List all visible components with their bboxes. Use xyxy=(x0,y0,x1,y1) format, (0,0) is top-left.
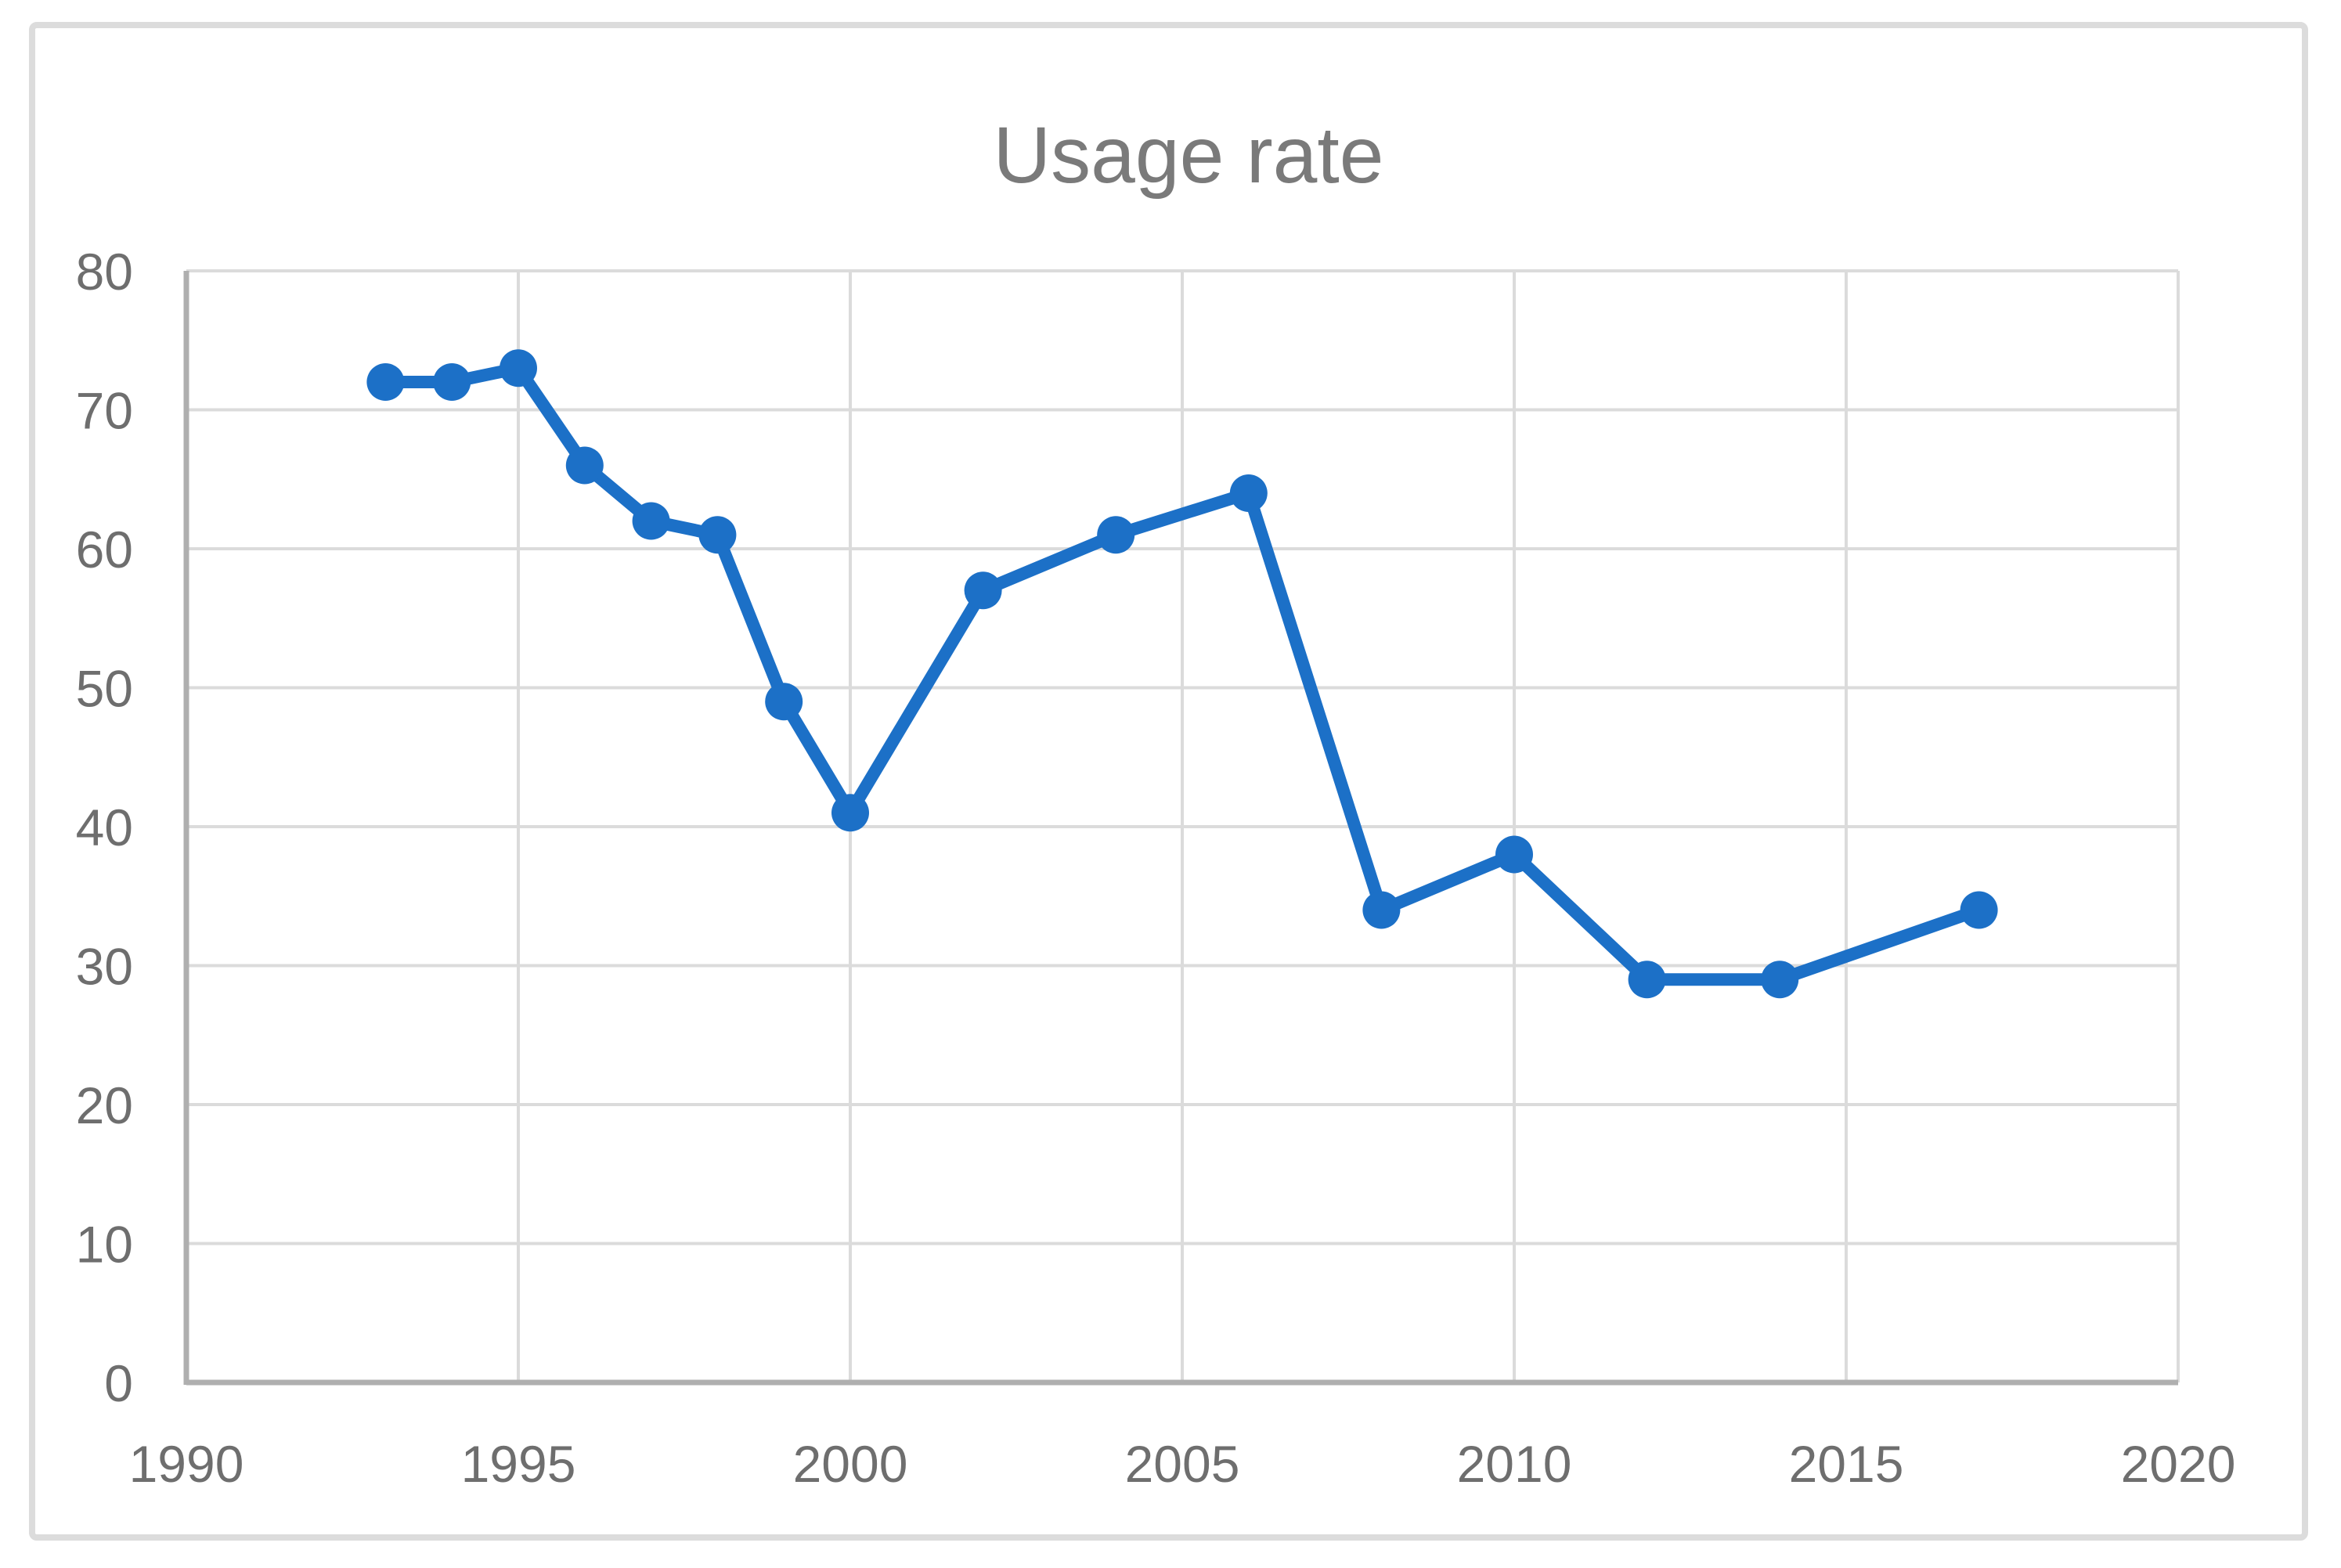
data-point-1994 xyxy=(433,363,471,401)
axis-lines xyxy=(183,271,2178,1386)
y-tick-label-70: 70 xyxy=(76,382,133,440)
chart-outer-border xyxy=(29,22,2308,1541)
data-point-2004 xyxy=(1097,516,1135,554)
data-point-2017 xyxy=(1960,891,1998,929)
x-tick-label-2015: 2015 xyxy=(1789,1435,1904,1493)
x-tick-label-2000: 2000 xyxy=(793,1435,908,1493)
series-line xyxy=(379,362,1986,986)
data-point-1997 xyxy=(632,502,670,540)
x-tick-label-2020: 2020 xyxy=(2121,1435,2236,1493)
y-tick-label-20: 20 xyxy=(76,1076,133,1134)
data-point-2008 xyxy=(1362,891,1401,929)
series-usage-rate xyxy=(366,349,1998,999)
data-point-2012 xyxy=(1628,961,1666,999)
y-tick-label-0: 0 xyxy=(104,1354,133,1412)
x-tick-label-2005: 2005 xyxy=(1125,1435,1240,1493)
y-tick-label-30: 30 xyxy=(76,938,133,996)
data-point-1996 xyxy=(565,446,604,485)
data-point-2000 xyxy=(831,794,869,832)
data-point-1993 xyxy=(366,363,405,401)
y-tick-label-60: 60 xyxy=(76,521,133,579)
gridlines xyxy=(186,269,2180,1382)
x-tick-label-1990: 1990 xyxy=(129,1435,244,1493)
data-point-1995 xyxy=(500,349,537,387)
y-tick-label-80: 80 xyxy=(76,243,133,301)
data-point-2002 xyxy=(964,571,1002,610)
y-axis-tick-labels: 0 10 20 30 40 50 60 70 80 xyxy=(76,243,133,1412)
data-point-1998 xyxy=(698,516,737,554)
x-tick-label-2010: 2010 xyxy=(1457,1435,1572,1493)
chart-title: Usage rate xyxy=(994,110,1384,200)
data-point-2006 xyxy=(1229,474,1268,512)
y-tick-label-10: 10 xyxy=(76,1216,133,1274)
x-axis-tick-labels: 1990 1995 2000 2005 2010 2015 2020 xyxy=(129,1435,2236,1493)
data-point-2014 xyxy=(1761,961,1799,999)
x-tick-label-1995: 1995 xyxy=(461,1435,576,1493)
y-tick-label-50: 50 xyxy=(76,660,133,718)
data-point-1999 xyxy=(765,683,803,721)
y-tick-label-40: 40 xyxy=(76,798,133,856)
data-point-2010 xyxy=(1495,835,1533,874)
